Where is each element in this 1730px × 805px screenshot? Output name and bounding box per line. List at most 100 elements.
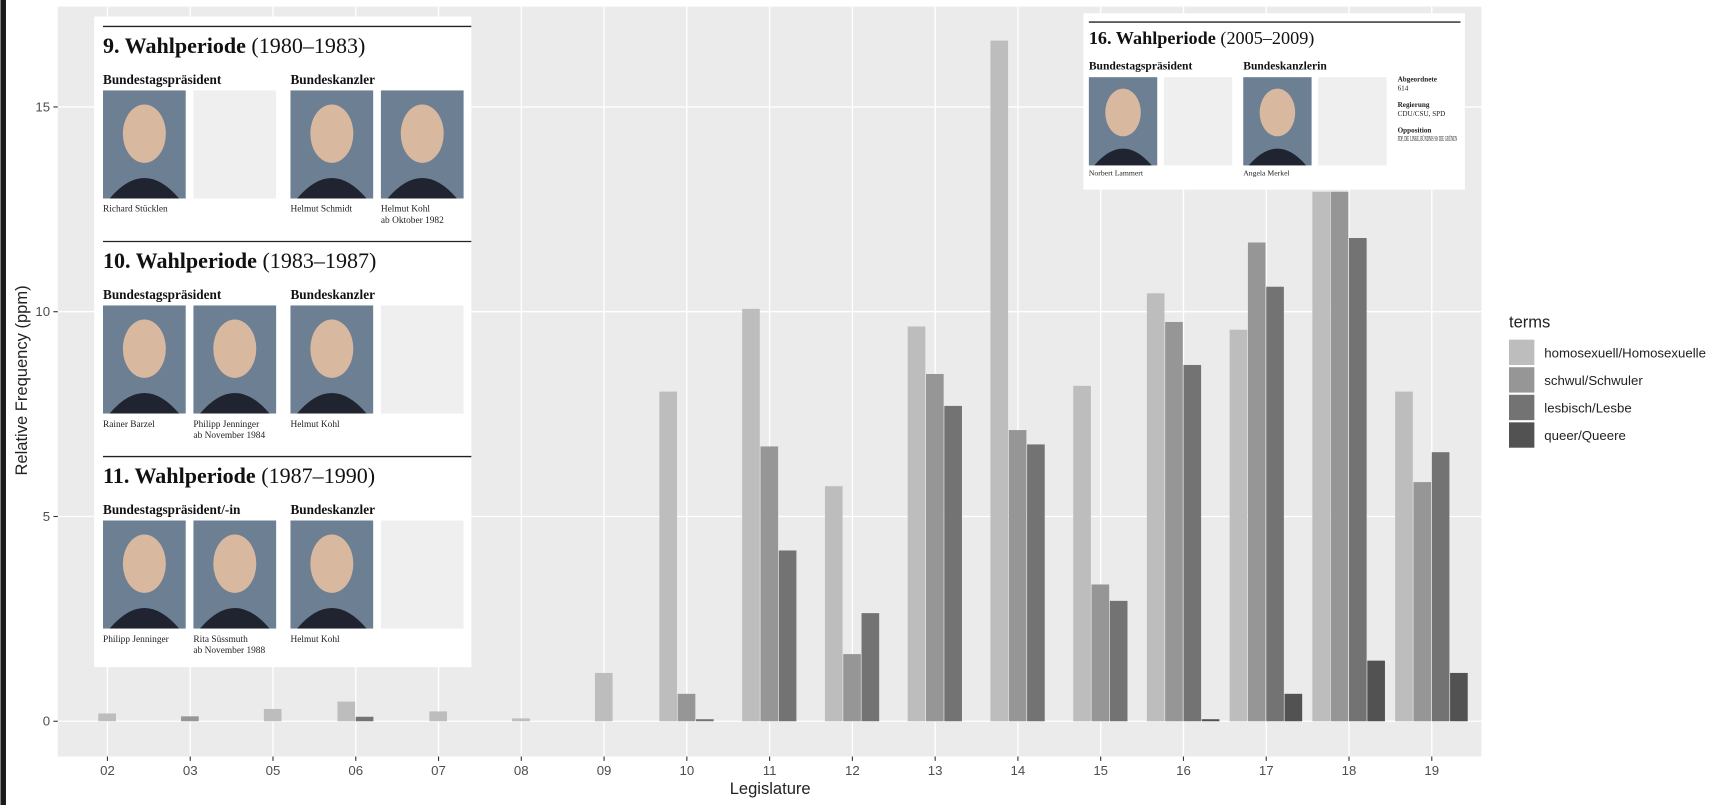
role-label: Bundestagspräsident: [103, 72, 222, 87]
x-tick-label: 09: [597, 763, 612, 778]
bar: [181, 716, 199, 721]
person-name: Richard Stücklen: [103, 205, 168, 215]
portrait-face: [310, 535, 353, 593]
y-tick-label: 15: [35, 99, 50, 114]
bar: [1147, 293, 1165, 721]
person-name: Helmut Schmidt: [290, 205, 352, 215]
legend-label: homosexuell/Homosexuelle: [1544, 345, 1706, 360]
bar: [1331, 192, 1349, 722]
person-note: ab Oktober 1982: [381, 216, 444, 226]
bar: [1110, 601, 1128, 721]
portrait-face: [123, 320, 166, 378]
bar: [1349, 238, 1367, 721]
period-name: 16. Wahlperiode: [1089, 28, 1216, 48]
legend-key: [1509, 395, 1534, 420]
x-tick-label: 15: [1093, 763, 1108, 778]
person-name: Philipp Jenninger: [193, 420, 260, 430]
y-tick-label: 0: [43, 714, 50, 729]
bar: [825, 486, 843, 721]
section-title: 16. Wahlperiode (2005–2009): [1089, 28, 1315, 49]
period-years: (2005–2009): [1220, 28, 1314, 49]
role-label: Bundeskanzlerin: [1243, 59, 1327, 72]
y-axis-title: Relative Frequency (ppm): [12, 285, 31, 475]
x-axis-title: Legislature: [730, 779, 811, 798]
x-tick-label: 14: [1011, 763, 1026, 778]
bar: [264, 709, 282, 721]
person-note: ab November 1988: [193, 646, 265, 656]
role-label: Bundestagspräsident: [103, 287, 222, 302]
person-name: Helmut Kohl: [290, 420, 340, 430]
person-name: Angela Merkel: [1243, 168, 1289, 177]
bar: [843, 654, 861, 721]
portrait-face: [213, 535, 256, 593]
portrait-face: [310, 104, 353, 162]
x-tick-label: 17: [1259, 763, 1274, 778]
x-tick-label: 08: [514, 763, 529, 778]
person-note: ab November 1984: [193, 431, 265, 441]
bar: [1432, 452, 1450, 721]
info-label: Regierung: [1398, 101, 1430, 109]
period-name: 9. Wahlperiode: [103, 33, 246, 58]
role-label: Bundeskanzler: [290, 502, 375, 517]
period-years: (1980–1983): [251, 33, 365, 58]
bar: [595, 673, 613, 721]
portrait-face: [401, 104, 444, 162]
bar: [678, 694, 696, 721]
empty-slot: [1164, 77, 1232, 165]
x-tick-label: 05: [266, 763, 281, 778]
portrait-face: [1260, 89, 1296, 137]
section-title: 11. Wahlperiode (1987–1990): [103, 463, 375, 488]
x-tick-label: 06: [348, 763, 363, 778]
bar: [1450, 673, 1468, 721]
legend-key: [1509, 367, 1534, 392]
chart: 0510150203050607080910111213141516171819…: [0, 0, 1730, 805]
bar: [990, 41, 1008, 722]
period-years: (1983–1987): [262, 248, 376, 273]
period-years: (1987–1990): [261, 463, 375, 488]
bar: [659, 392, 677, 722]
x-tick-label: 03: [183, 763, 198, 778]
x-tick-label: 19: [1424, 763, 1439, 778]
bar: [512, 718, 530, 721]
bar: [926, 374, 944, 721]
bar: [1285, 694, 1303, 721]
bar: [1009, 430, 1027, 721]
y-tick-label: 10: [35, 304, 50, 319]
bar: [1312, 192, 1330, 722]
x-tick-label: 12: [845, 763, 860, 778]
bar: [356, 717, 374, 722]
window-edge: [0, 0, 6, 805]
bar: [1266, 287, 1284, 722]
role-label: Bundestagspräsident: [1089, 59, 1193, 72]
bar: [742, 309, 760, 721]
bar: [1367, 661, 1385, 722]
section-title: 10. Wahlperiode (1983–1987): [103, 248, 376, 273]
info-text: FDP, DIE LINKE, BÜNDNIS 90/ DIE GRÜNEN: [1398, 134, 1458, 143]
bar: [1395, 392, 1413, 722]
x-tick-label: 07: [431, 763, 446, 778]
bar: [1248, 243, 1266, 722]
empty-slot: [381, 520, 464, 628]
bar: [1092, 584, 1110, 721]
legend-label: lesbisch/Lesbe: [1544, 400, 1631, 415]
empty-slot: [193, 90, 276, 198]
bar: [429, 711, 447, 721]
bar: [1413, 482, 1431, 721]
info-label: Abgeordnete: [1398, 76, 1437, 84]
bar: [98, 713, 116, 721]
period-name: 10. Wahlperiode: [103, 248, 257, 273]
info-label: Opposition: [1398, 126, 1432, 134]
x-tick-label: 16: [1176, 763, 1191, 778]
bar: [1202, 719, 1220, 721]
bar: [1073, 386, 1091, 721]
person-name: Helmut Kohl: [290, 635, 340, 645]
bar: [760, 446, 778, 721]
empty-slot: [1318, 77, 1386, 165]
period-name: 11. Wahlperiode: [103, 463, 256, 488]
legend-key: [1509, 422, 1534, 447]
legend-title: terms: [1509, 313, 1550, 332]
x-tick-label: 02: [100, 763, 115, 778]
role-label: Bundestagspräsident/-in: [103, 502, 241, 517]
info-text: 614: [1398, 84, 1409, 92]
bar: [1165, 322, 1183, 721]
